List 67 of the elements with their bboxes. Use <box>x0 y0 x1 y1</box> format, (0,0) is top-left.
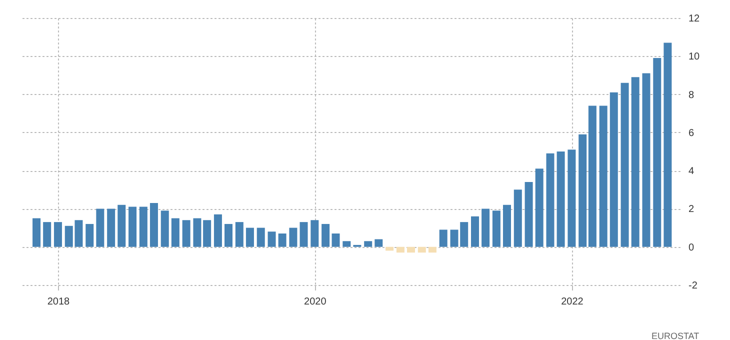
bar <box>524 182 533 247</box>
bar <box>128 206 137 247</box>
text: EUROSTAT <box>651 331 700 340</box>
y-tick-label: 8 <box>688 90 694 101</box>
bar <box>535 168 544 247</box>
x-tick-label: 2018 <box>47 296 70 308</box>
bar <box>664 42 672 247</box>
bar <box>503 204 511 247</box>
bar <box>407 246 416 253</box>
bar <box>43 222 52 247</box>
bar <box>514 190 522 247</box>
bar <box>224 224 233 247</box>
bar <box>278 234 286 247</box>
bar <box>471 216 480 247</box>
bar <box>374 239 383 247</box>
bar <box>214 214 222 247</box>
bar <box>322 224 330 247</box>
bar <box>653 58 662 247</box>
x-tick-label: 2022 <box>561 296 584 308</box>
bar <box>256 228 265 247</box>
y-tick-label: 12 <box>688 14 700 24</box>
bar <box>568 150 576 247</box>
bar <box>418 246 426 253</box>
bar <box>139 206 148 247</box>
bar <box>203 220 212 247</box>
bar <box>107 208 116 247</box>
bar <box>642 73 650 247</box>
bar <box>386 246 394 251</box>
bar <box>342 241 351 247</box>
x-tick-label: 2020 <box>304 296 327 308</box>
bar <box>482 208 490 247</box>
y-tick-label: 0 <box>688 242 694 254</box>
bar <box>492 210 500 247</box>
bar <box>246 228 254 247</box>
bar <box>289 228 298 247</box>
bar <box>620 82 629 247</box>
bar <box>546 153 554 247</box>
bar <box>96 208 104 247</box>
bar <box>610 92 618 247</box>
bar <box>235 222 244 247</box>
bar <box>32 218 41 247</box>
y-tick-label: 2 <box>688 204 694 216</box>
bar <box>268 232 276 247</box>
bar <box>439 230 448 247</box>
y-tick-label: 10 <box>688 52 700 63</box>
bar <box>118 204 126 247</box>
bar <box>556 152 565 247</box>
y-tick-label: 4 <box>688 166 694 178</box>
bar <box>310 220 319 247</box>
bar <box>171 218 180 247</box>
y-tick-label: -2 <box>688 280 698 292</box>
bar <box>578 134 587 247</box>
bar <box>599 106 608 247</box>
bar <box>428 246 436 253</box>
bar <box>150 202 158 247</box>
bar <box>396 246 404 253</box>
bar <box>300 222 308 247</box>
bar <box>332 234 340 247</box>
bar <box>588 106 596 247</box>
bar <box>364 241 372 247</box>
y-tick-label: 6 <box>688 128 694 139</box>
bar <box>86 224 94 247</box>
bar <box>631 77 640 247</box>
bar <box>54 222 62 247</box>
bar <box>160 210 169 247</box>
bar <box>193 218 202 247</box>
bar <box>182 220 190 247</box>
